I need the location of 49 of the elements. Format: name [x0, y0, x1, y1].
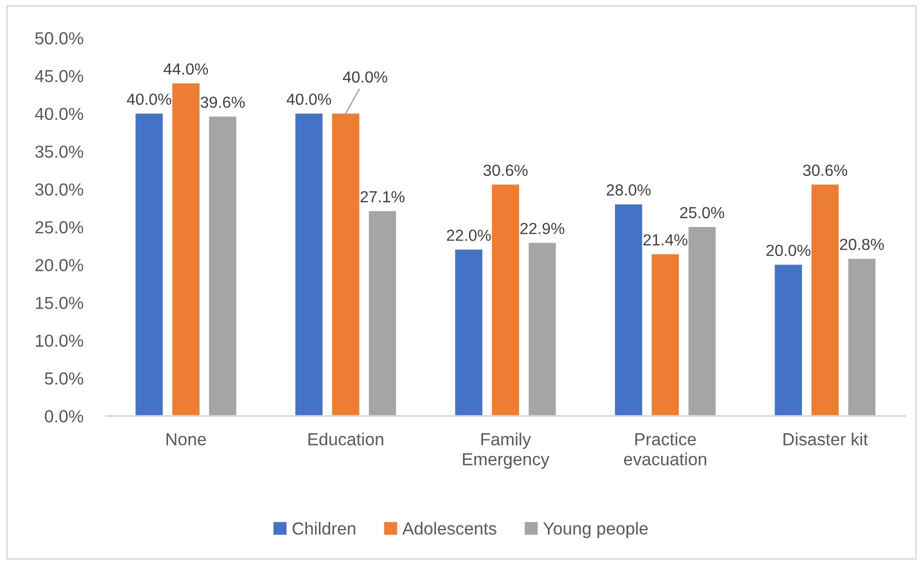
data-label: 40.0%: [286, 94, 332, 105]
bar: [332, 114, 360, 416]
data-label: 25.0%: [680, 206, 724, 218]
bar: [295, 114, 323, 416]
data-label: 40.0%: [342, 71, 388, 83]
bar: [492, 184, 520, 416]
bar: [455, 250, 482, 416]
bar: [652, 254, 679, 416]
data-label: 22.9%: [520, 222, 564, 234]
bar: [172, 83, 200, 416]
y-tick-label: 35.0%: [35, 146, 84, 158]
bar: [688, 227, 716, 416]
legend-label: Young people: [543, 522, 648, 538]
y-tick-label: 50.0%: [35, 32, 84, 44]
data-label: 27.1%: [360, 191, 405, 202]
x-tick-label: Family Emergency: [463, 432, 550, 469]
y-tick-label: 5.0%: [44, 372, 84, 385]
legend-label: Adolescents: [402, 522, 496, 535]
bar: [774, 264, 802, 416]
bar: [136, 114, 163, 416]
data-label: 21.4%: [643, 234, 688, 246]
bar: [848, 258, 876, 416]
bar: [614, 204, 642, 416]
y-tick-label: 40.0%: [34, 108, 84, 120]
data-label: 30.6%: [483, 164, 528, 176]
x-tick-label: Disaster kit: [784, 432, 868, 446]
bar: [812, 184, 839, 416]
y-tick-label: 15.0%: [36, 296, 84, 310]
data-label: 28.0%: [606, 184, 651, 196]
y-tick-label: 25.0%: [35, 221, 84, 234]
y-tick-label: 30.0%: [35, 183, 84, 196]
y-tick-label: 45.0%: [34, 70, 84, 82]
data-label: 30.6%: [803, 164, 848, 176]
data-label: 20.0%: [766, 244, 810, 256]
x-tick-label: Practice evacuation: [624, 432, 706, 466]
data-label: 39.6%: [200, 96, 245, 108]
data-label: 22.0%: [446, 230, 491, 241]
legend-label: Children: [292, 522, 356, 535]
bar: [528, 242, 556, 416]
data-label: 20.8%: [840, 238, 884, 250]
data-label: 44.0%: [164, 63, 208, 75]
y-tick-label: 20.0%: [35, 258, 84, 272]
bar: [209, 116, 236, 416]
y-tick-label: 0.0%: [44, 410, 84, 422]
x-tick-label: None: [166, 433, 206, 446]
x-tick-label: Education: [308, 432, 384, 446]
y-tick-label: 10.0%: [36, 334, 84, 347]
data-label: 40.0%: [126, 94, 172, 105]
bar: [368, 211, 396, 416]
